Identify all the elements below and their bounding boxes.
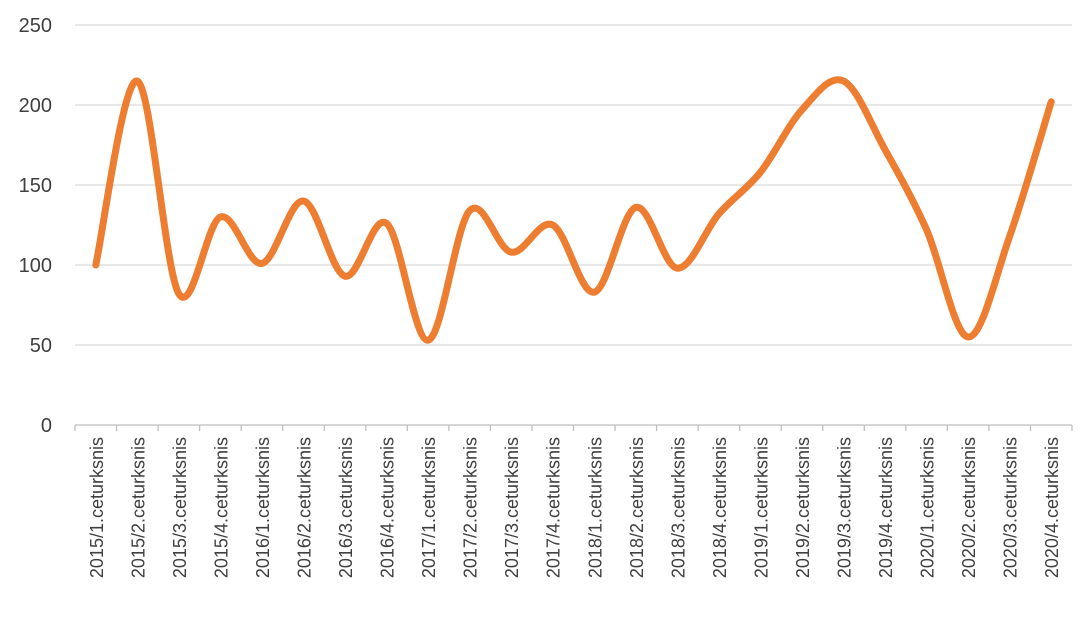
x-tick-label: 2016/1.ceturksnis: [253, 437, 273, 578]
x-tick-label: 2016/3.ceturksnis: [336, 437, 356, 578]
data-point-5: [300, 198, 307, 205]
data-point-3: [217, 214, 224, 221]
x-tick-label: 2016/4.ceturksnis: [378, 437, 398, 578]
x-tick-label: 2017/4.ceturksnis: [544, 437, 564, 578]
x-tick-label: 2020/1.ceturksnis: [918, 437, 938, 578]
data-point-11: [549, 222, 556, 229]
x-tick-label: 2020/4.ceturksnis: [1042, 437, 1062, 578]
x-tick-label: 2015/4.ceturksnis: [211, 437, 231, 578]
y-tick-label: 50: [30, 335, 52, 357]
data-point-0: [92, 262, 99, 269]
x-tick-label: 2017/3.ceturksnis: [502, 437, 522, 578]
y-tick-label: 0: [41, 415, 52, 437]
x-axis: 2015/1.ceturksnis 2015/2.ceturksnis 2015/3…: [74, 424, 1073, 578]
series-layer: [92, 76, 1055, 344]
data-point-9: [466, 207, 473, 214]
x-tick-label: 2019/1.ceturksnis: [751, 437, 771, 578]
gridlines: [75, 24, 1072, 346]
y-tick-label: 100: [19, 255, 52, 277]
y-tick-label: 150: [19, 175, 52, 197]
data-point-13: [632, 204, 639, 211]
data-point-1: [134, 78, 141, 85]
data-point-15: [715, 210, 722, 217]
series-line-0: [92, 76, 1055, 344]
y-tick-label: 200: [19, 95, 52, 117]
data-point-23: [1048, 98, 1055, 105]
data-point-14: [674, 265, 681, 272]
x-tick-label: 2017/2.ceturksnis: [461, 437, 481, 578]
x-tick-label: 2019/2.ceturksnis: [793, 437, 813, 578]
x-tick-label: 2016/2.ceturksnis: [294, 437, 314, 578]
data-point-7: [383, 220, 390, 227]
x-tick-label: 2019/4.ceturksnis: [876, 437, 896, 578]
x-tick-label: 2020/3.ceturksnis: [1001, 437, 1021, 578]
data-point-20: [923, 226, 930, 233]
x-tick-label: 2015/3.ceturksnis: [170, 437, 190, 578]
data-point-2: [175, 290, 182, 297]
data-point-6: [342, 273, 349, 280]
data-point-10: [508, 249, 515, 256]
x-tick-label: 2015/2.ceturksnis: [128, 437, 148, 578]
x-tick-label: 2017/1.ceturksnis: [419, 437, 439, 578]
data-point-12: [591, 289, 598, 296]
data-point-16: [757, 169, 764, 176]
y-axis: 0 50 100 150 200 250: [19, 15, 52, 437]
data-point-8: [425, 337, 432, 344]
x-tick-label: 2018/1.ceturksnis: [585, 437, 605, 578]
data-point-22: [1006, 233, 1013, 240]
y-tick-label: 250: [19, 15, 52, 37]
x-tick-label: 2018/4.ceturksnis: [710, 437, 730, 578]
data-point-4: [258, 260, 265, 267]
x-tick-label: 2018/3.ceturksnis: [668, 437, 688, 578]
data-point-17: [798, 106, 805, 113]
x-tick-label: 2015/1.ceturksnis: [87, 437, 107, 578]
data-point-21: [965, 334, 972, 341]
data-point-18: [840, 78, 847, 85]
data-point-19: [882, 146, 889, 153]
x-tick-label: 2019/3.ceturksnis: [835, 437, 855, 578]
x-tick-label: 2018/2.ceturksnis: [627, 437, 647, 578]
x-tick-label: 2020/2.ceturksnis: [959, 437, 979, 578]
